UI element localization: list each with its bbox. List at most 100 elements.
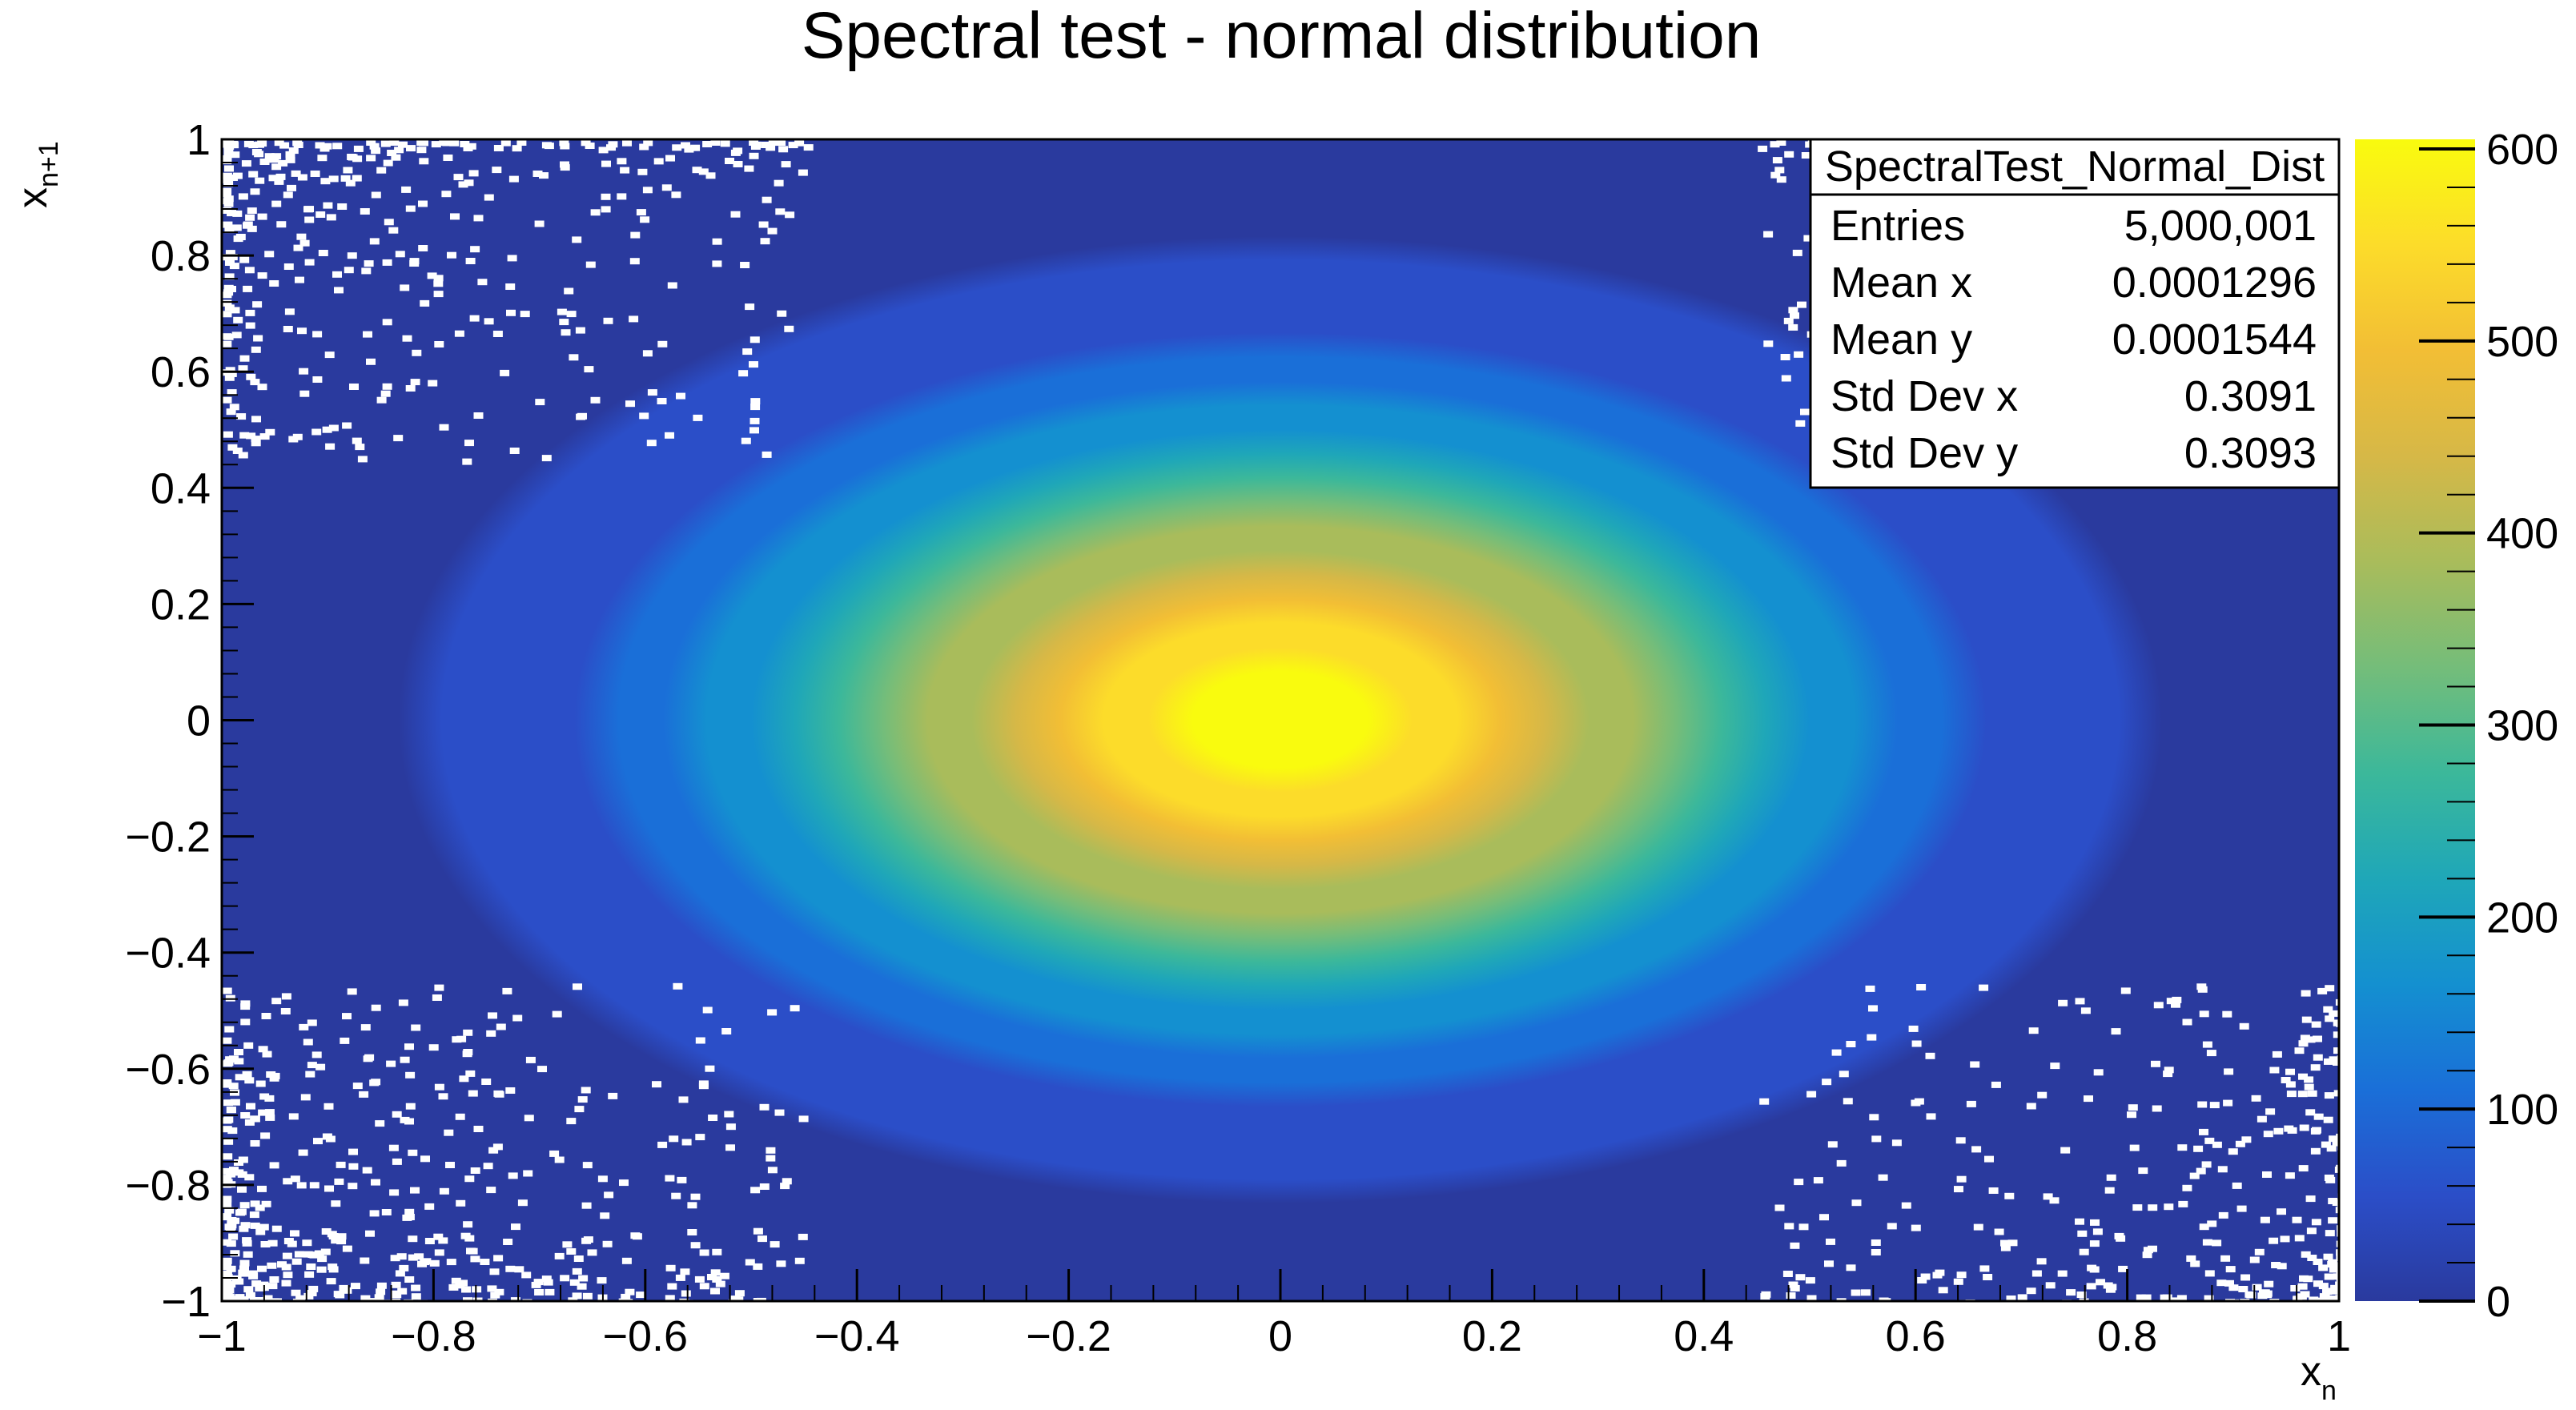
sparse-bin <box>1979 984 1989 991</box>
sparse-bin <box>404 1214 415 1220</box>
sparse-bin <box>2148 1245 2157 1252</box>
sparse-bin <box>243 285 253 292</box>
sparse-bin <box>577 1096 588 1103</box>
sparse-bin <box>652 1081 661 1088</box>
stats-row-value: 0.3093 <box>2184 429 2317 477</box>
sparse-bin <box>2141 1294 2152 1301</box>
stats-box-name: SpectralTest_Normal_Dist <box>1825 143 2325 191</box>
sparse-bin <box>629 258 640 265</box>
sparse-bin <box>692 167 702 174</box>
sparse-bin <box>408 1235 418 1243</box>
sparse-bin <box>225 250 235 257</box>
sparse-bin <box>461 1286 471 1293</box>
sparse-bin <box>590 396 601 404</box>
sparse-bin <box>749 417 760 424</box>
sparse-bin <box>643 139 653 147</box>
sparse-bin <box>2212 1141 2222 1148</box>
sparse-bin <box>376 167 387 174</box>
sparse-bin <box>2310 1064 2321 1071</box>
sparse-bin <box>2337 211 2348 218</box>
sparse-bin <box>326 1278 336 1285</box>
sparse-bin <box>397 1287 408 1295</box>
sparse-bin <box>509 448 520 454</box>
sparse-bin <box>359 1300 369 1308</box>
sparse-bin <box>2254 1248 2265 1255</box>
sparse-bin <box>229 263 239 270</box>
sparse-bin <box>232 210 243 217</box>
sparse-bin <box>342 1287 352 1294</box>
sparse-bin <box>411 1024 421 1031</box>
sparse-bin <box>345 179 356 187</box>
sparse-bin <box>428 1044 439 1051</box>
sparse-bin <box>575 327 585 334</box>
sparse-bin <box>1780 354 1790 360</box>
sparse-bin <box>2163 1071 2173 1078</box>
sparse-bin <box>224 227 235 234</box>
sparse-bin <box>678 1096 689 1103</box>
sparse-bin <box>235 1300 246 1307</box>
sparse-bin <box>506 309 516 316</box>
sparse-bin <box>2118 1265 2128 1272</box>
sparse-bin <box>2305 1195 2316 1203</box>
sparse-bin <box>222 340 232 347</box>
sparse-bin <box>2026 1287 2036 1295</box>
sparse-bin <box>2325 1230 2335 1237</box>
sparse-bin <box>581 1202 592 1209</box>
sparse-bin <box>223 1282 234 1289</box>
sparse-bin <box>303 206 313 213</box>
sparse-bin <box>227 370 237 377</box>
sparse-bin <box>684 146 694 153</box>
sparse-bin <box>274 139 284 147</box>
sparse-bin <box>312 376 323 383</box>
colorbar-tick-label: 600 <box>2486 126 2558 174</box>
sparse-bin <box>468 170 479 177</box>
sparse-bin <box>639 143 649 151</box>
sparse-bin <box>405 385 416 392</box>
sparse-bin <box>2246 1291 2257 1299</box>
sparse-bin <box>762 196 772 203</box>
sparse-bin <box>252 301 263 308</box>
sparse-bin <box>554 1252 565 1259</box>
sparse-bin <box>240 1018 251 1026</box>
sparse-bin <box>251 149 262 155</box>
sparse-bin <box>223 431 233 438</box>
x-tick-label: 0.6 <box>1886 1312 1946 1360</box>
sparse-bin <box>2338 147 2349 154</box>
sparse-bin <box>665 1175 675 1182</box>
y-axis-title: xn+1 <box>10 141 64 208</box>
sparse-bin <box>749 336 760 343</box>
sparse-bin <box>257 140 267 147</box>
sparse-bin <box>222 1271 232 1277</box>
sparse-bin <box>224 304 235 311</box>
sparse-bin <box>2306 1227 2317 1235</box>
sparse-bin <box>530 1300 541 1308</box>
sparse-bin <box>433 291 444 298</box>
sparse-bin <box>336 1233 347 1240</box>
sparse-bin <box>376 1282 387 1289</box>
sparse-bin <box>500 369 510 376</box>
colorbar-tick-label: 400 <box>2486 510 2558 558</box>
sparse-bin <box>2337 283 2348 291</box>
sparse-bin <box>433 280 444 287</box>
sparse-bin <box>406 145 416 152</box>
sparse-bin <box>508 175 519 183</box>
sparse-bin <box>269 1276 279 1283</box>
sparse-bin <box>223 180 234 187</box>
sparse-bin <box>257 1265 267 1272</box>
sparse-bin <box>2337 421 2348 428</box>
sparse-bin <box>784 325 794 332</box>
sparse-bin <box>705 1065 715 1072</box>
sparse-bin <box>222 155 232 162</box>
sparse-bin <box>601 206 611 213</box>
sparse-bin <box>560 1275 570 1282</box>
sparse-bin <box>243 1286 254 1293</box>
sparse-bin <box>290 1175 300 1183</box>
sparse-bin <box>239 1265 249 1272</box>
sparse-bin <box>222 187 232 195</box>
sparse-bin <box>258 1109 268 1116</box>
sparse-bin <box>2186 1255 2196 1262</box>
sparse-bin <box>225 367 235 374</box>
sparse-bin <box>390 1255 400 1262</box>
sparse-bin <box>360 208 370 215</box>
sparse-bin <box>2337 400 2347 408</box>
